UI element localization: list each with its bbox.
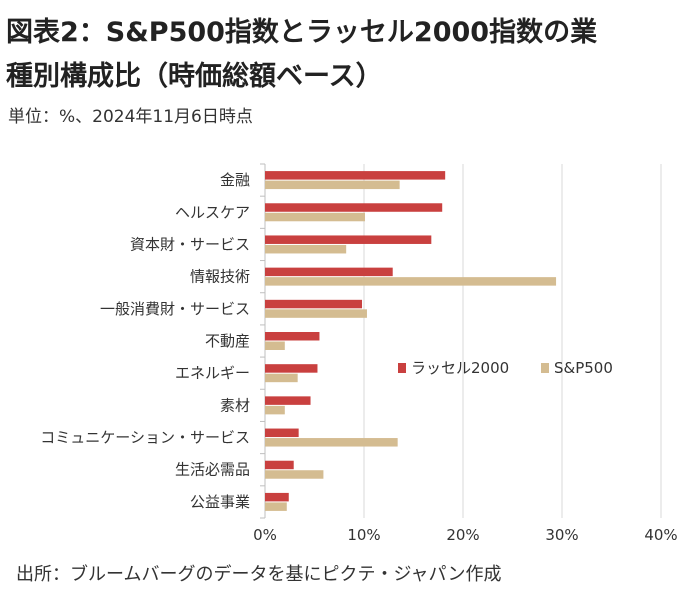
bar-russell2000 [265, 396, 311, 405]
category-label: 金融 [220, 171, 250, 189]
bar-sp500 [265, 373, 298, 383]
bar-russell2000 [265, 364, 318, 373]
x-tick-label: 30% [545, 526, 578, 544]
bar-sp500 [265, 277, 557, 286]
bar-russell2000 [265, 235, 432, 244]
x-tick-label: 20% [446, 526, 479, 544]
category-label: 公益事業 [190, 493, 250, 511]
bar-russell2000 [265, 428, 299, 438]
x-tick-label: 10% [347, 526, 380, 544]
bar-russell2000 [265, 299, 363, 309]
category-label: エネルギー [175, 364, 250, 382]
bar-russell2000 [265, 203, 443, 212]
legend-label-sp500: S&P500 [554, 359, 613, 377]
category-label: 一般消費財・サービス [100, 300, 250, 318]
chart-subtitle: 単位：%、2024年11月6日時点 [8, 107, 253, 127]
category-label: 不動産 [205, 332, 250, 350]
bar-sp500 [265, 212, 365, 222]
category-label: コミュニケーション・サービス [40, 429, 250, 447]
legend-swatch-russell2000 [398, 363, 406, 373]
chart-title-line2: 種別構成比（時価総額ベース） [6, 61, 383, 92]
category-label: 資本財・サービス [130, 235, 250, 253]
bar-sp500 [265, 244, 347, 254]
bar-sp500 [265, 309, 367, 318]
bar-sp500 [265, 341, 285, 350]
source-note: 出所：ブルームバーグのデータを基にピクテ・ジャパン作成 [16, 564, 502, 585]
bar-russell2000 [265, 171, 446, 180]
bar-russell2000 [265, 460, 294, 470]
category-label: 素材 [220, 396, 250, 414]
bar-russell2000 [265, 492, 289, 502]
category-label: ヘルスケア [175, 203, 250, 221]
bar-sp500 [265, 405, 285, 415]
x-tick-label: 40% [644, 526, 677, 544]
category-label: 情報技術 [190, 268, 250, 286]
bar-russell2000 [265, 267, 393, 277]
legend-label-russell2000: ラッセル2000 [411, 359, 509, 377]
bar-russell2000 [265, 332, 320, 341]
legend-swatch-sp500 [541, 363, 549, 373]
chart-title-line1: 図表2：S&P500指数とラッセル2000指数の業 [6, 17, 598, 48]
x-tick-label: 0% [253, 526, 277, 544]
bar-sp500 [265, 438, 398, 447]
category-label: 生活必需品 [175, 461, 250, 479]
bar-sp500 [265, 470, 324, 479]
bar-sp500 [265, 180, 400, 190]
bar-sp500 [265, 502, 287, 511]
